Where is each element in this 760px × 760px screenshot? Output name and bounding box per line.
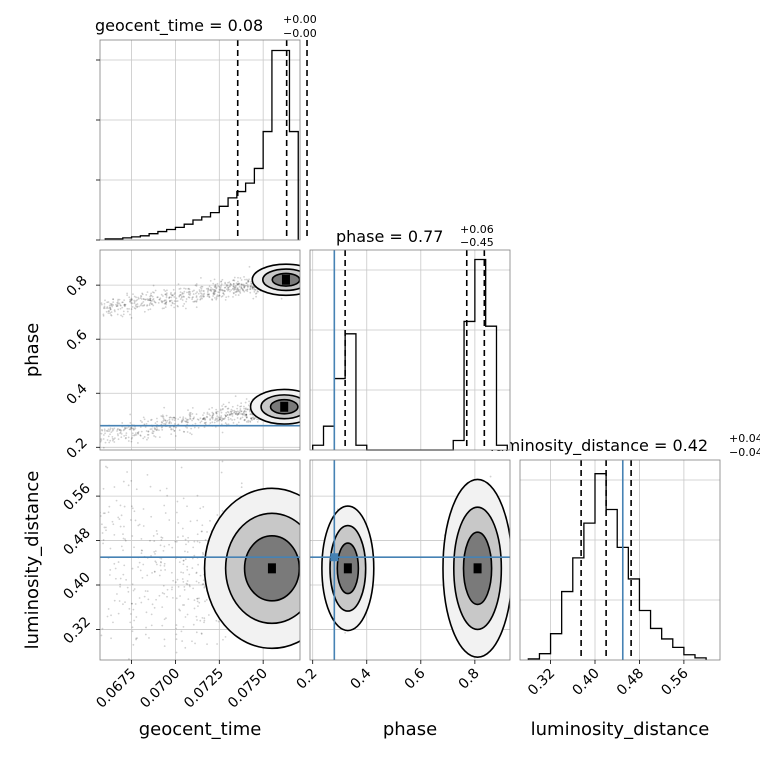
- axes-frame: [99, 39, 301, 241]
- x-tick-label: 0.40: [569, 666, 602, 699]
- x-tick-label: 0.4: [348, 665, 375, 692]
- y-tick-label: 0.48: [60, 525, 93, 558]
- x-tick-label: 0.0700: [137, 666, 183, 712]
- title-luminosity-distance-minus: −0.04: [729, 446, 760, 459]
- scatter-panel-phase-luminosity_distance: 0.2 0.4 0.6 0.8: [293, 459, 511, 693]
- density-peak: [473, 563, 482, 574]
- axes-frame: [99, 459, 301, 661]
- hist-panel-phase: [309, 249, 511, 451]
- density-peak: [343, 563, 352, 574]
- hist-panel-geocent_time: [96, 39, 308, 241]
- title-phase: phase = 0.77: [336, 227, 443, 246]
- xlabel-geocent-time: geocent_time: [139, 719, 262, 740]
- axes-frame: [309, 459, 511, 661]
- x-tick-label: 0.0725: [181, 666, 227, 712]
- x-tick-label: 0.48: [614, 666, 647, 699]
- title-luminosity-distance: luminosity_distance = 0.42: [490, 436, 708, 456]
- scatter-points: [100, 263, 300, 449]
- density-peak: [267, 563, 276, 574]
- y-tick-label: 0.6: [64, 327, 91, 354]
- title-luminosity-distance-plus: +0.04: [729, 432, 760, 445]
- histogram-luminosity_distance: [527, 473, 707, 660]
- y-tick-label: 0.4: [64, 381, 91, 408]
- axes-frame: [99, 249, 301, 451]
- density-peak: [280, 401, 289, 412]
- axes-frame: [519, 459, 721, 661]
- title-phase-minus: −0.45: [460, 236, 494, 249]
- y-tick-label: 0.8: [64, 273, 91, 300]
- scatter-panel-geocent_time-phase: 0.2 0.4 0.6 0.8: [64, 249, 301, 462]
- density-peak: [281, 274, 290, 285]
- title-geocent-time-minus: −0.00: [283, 27, 317, 40]
- y-tick-label: 0.56: [60, 481, 93, 514]
- title-geocent-time: geocent_time = 0.08: [95, 16, 263, 36]
- x-tick-label: 0.6: [402, 665, 429, 692]
- ylabel-phase: phase: [22, 323, 43, 377]
- ylabel-luminosity-distance: luminosity_distance: [22, 471, 43, 650]
- y-tick-label: 0.2: [64, 435, 91, 462]
- scatter-points: [100, 460, 300, 660]
- x-tick-label: 0.56: [658, 665, 691, 698]
- axes-frame: [309, 249, 511, 451]
- hist-panel-luminosity_distance-background: [520, 460, 720, 660]
- xlabel-luminosity-distance: luminosity_distance: [531, 719, 710, 740]
- hist-panel-luminosity_distance: 0.32 0.40 0.48 0.56: [519, 459, 721, 699]
- x-tick-label: 0.0675: [93, 666, 139, 712]
- hist-panel-phase-background: [310, 250, 510, 450]
- title-geocent-time-plus: +0.00: [283, 13, 317, 26]
- x-tick-label: 0.32: [525, 666, 558, 699]
- x-tick-label: 0.8: [456, 666, 483, 693]
- hist-panel-geocent_time-background: [100, 40, 300, 240]
- title-phase-plus: +0.06: [460, 223, 494, 236]
- truth-marker: [330, 553, 339, 562]
- histogram-geocent_time: [104, 49, 299, 240]
- y-tick-label: 0.40: [60, 569, 93, 602]
- x-tick-label: 0.0750: [225, 666, 271, 712]
- xlabel-phase: phase: [383, 719, 437, 740]
- x-tick-label: 0.2: [293, 666, 320, 693]
- y-tick-label: 0.32: [60, 614, 93, 647]
